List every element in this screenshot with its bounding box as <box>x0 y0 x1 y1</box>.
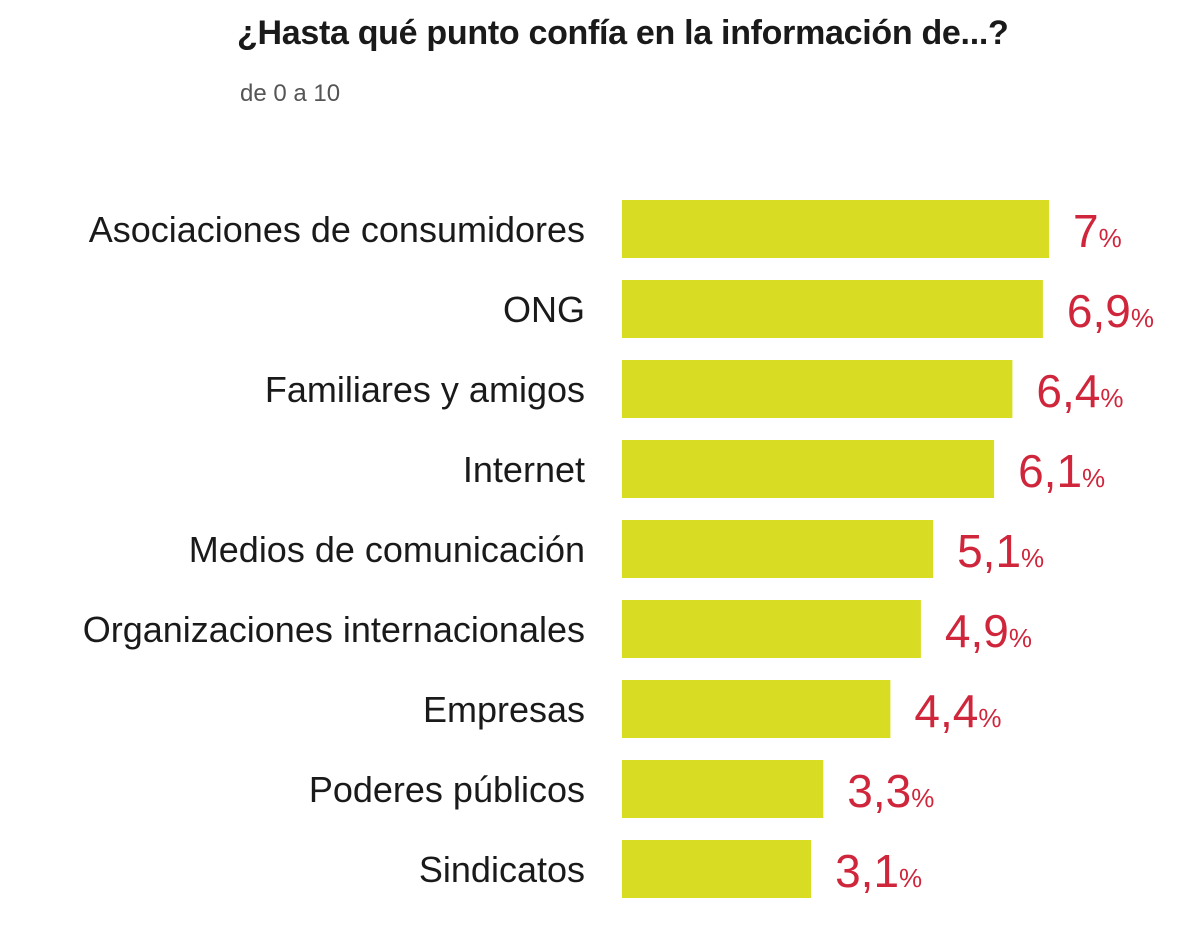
bar <box>622 520 934 578</box>
category-label: ONG <box>503 289 585 330</box>
category-label: Organizaciones internacionales <box>83 609 585 650</box>
category-label: Familiares y amigos <box>265 369 585 410</box>
value-label: 4,4% <box>914 685 1001 737</box>
value-label: 6,1% <box>1018 445 1105 497</box>
value-label: 3,3% <box>847 765 934 817</box>
chart-title: ¿Hasta qué punto confía en la informació… <box>237 14 1009 52</box>
bar <box>622 680 891 738</box>
category-label: Empresas <box>423 689 585 730</box>
value-label: 6,4% <box>1036 365 1123 417</box>
category-label: Internet <box>463 449 585 490</box>
value-label: 3,1% <box>835 845 922 897</box>
value-label: 6,9% <box>1067 285 1154 337</box>
category-label: Asociaciones de consumidores <box>89 209 585 250</box>
bar <box>622 600 921 658</box>
bar <box>622 360 1013 418</box>
category-label: Sindicatos <box>419 849 585 890</box>
bar <box>622 840 812 898</box>
category-label: Medios de comunicación <box>189 529 585 570</box>
value-label: 7% <box>1073 205 1122 257</box>
bar <box>622 280 1043 338</box>
value-label: 4,9% <box>945 605 1032 657</box>
chart-subtitle: de 0 a 10 <box>240 80 341 107</box>
bar <box>622 200 1049 258</box>
bar <box>622 760 824 818</box>
value-label: 5,1% <box>957 525 1044 577</box>
bar <box>622 440 995 498</box>
category-label: Poderes públicos <box>309 769 585 810</box>
